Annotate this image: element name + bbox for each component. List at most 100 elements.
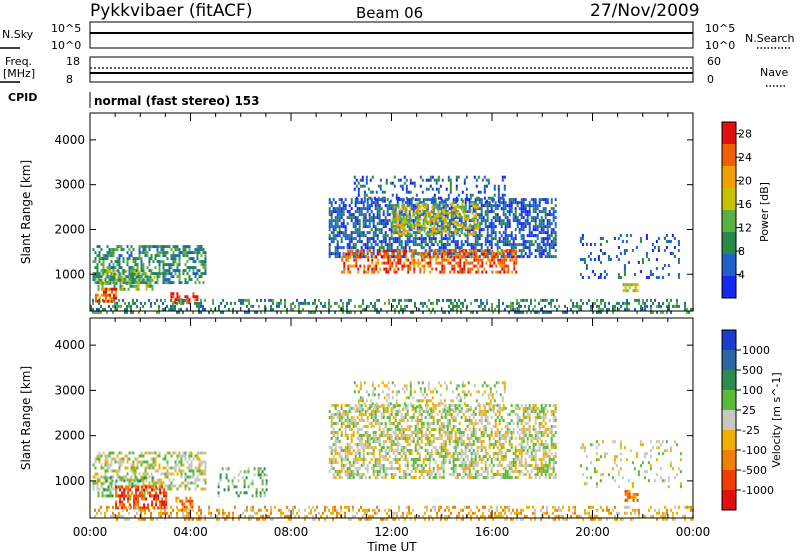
data-cell <box>622 283 625 287</box>
data-cell <box>134 257 137 261</box>
data-cell <box>97 278 100 282</box>
data-cell <box>421 202 424 206</box>
data-cell <box>352 216 355 220</box>
data-cell <box>442 310 444 314</box>
data-cell <box>133 497 136 501</box>
data-cell <box>501 178 504 182</box>
data-cell <box>364 213 367 217</box>
data-cell <box>387 270 390 274</box>
data-cell <box>125 476 128 480</box>
data-cell <box>176 301 178 305</box>
data-cell <box>174 469 177 473</box>
data-cell <box>514 310 516 314</box>
data-cell <box>540 219 543 223</box>
data-cell <box>467 270 470 274</box>
data-cell <box>187 499 190 503</box>
data-cell <box>127 287 130 291</box>
data-cell <box>202 307 204 311</box>
data-cell <box>534 216 537 220</box>
data-cell <box>617 276 620 279</box>
data-cell <box>506 255 509 259</box>
data-cell <box>100 310 102 314</box>
data-cell <box>117 278 120 282</box>
data-cell <box>544 225 547 229</box>
data-cell <box>370 216 373 220</box>
data-cell <box>194 466 197 470</box>
data-cell <box>502 237 505 241</box>
data-cell <box>452 234 455 238</box>
data-cell <box>670 310 672 314</box>
data-cell <box>528 207 531 211</box>
data-cell <box>312 301 314 305</box>
data-cell <box>514 201 517 205</box>
data-cell <box>483 175 486 179</box>
data-cell <box>352 231 355 235</box>
data-cell <box>130 463 133 467</box>
data-cell <box>662 517 664 521</box>
data-cell <box>461 226 464 230</box>
colorbar-swatch <box>722 166 736 188</box>
data-cell <box>502 301 504 305</box>
data-cell <box>370 437 373 440</box>
data-cell <box>437 178 440 182</box>
data-cell <box>498 511 500 515</box>
data-cell <box>496 216 499 220</box>
data-cell <box>464 210 467 214</box>
data-cell <box>137 497 140 501</box>
data-cell <box>452 505 454 509</box>
data-cell <box>168 478 171 482</box>
data-cell <box>486 240 489 244</box>
data-cell <box>417 264 420 268</box>
data-cell <box>121 494 124 498</box>
data-cell <box>489 264 492 268</box>
data-cell <box>346 470 349 473</box>
data-cell <box>306 301 308 305</box>
colorbar-tick-label: 4 <box>738 269 745 282</box>
data-cell <box>165 497 168 501</box>
data-cell <box>407 270 410 274</box>
data-cell <box>546 237 549 241</box>
data-cell <box>508 252 511 256</box>
data-cell <box>142 478 145 482</box>
data-cell <box>352 416 355 419</box>
data-cell <box>174 301 177 305</box>
data-cell <box>598 304 600 308</box>
data-cell <box>372 304 374 308</box>
data-cell <box>154 469 157 473</box>
data-cell <box>196 301 198 305</box>
data-cell <box>374 207 377 211</box>
data-cell <box>174 298 177 302</box>
data-cell <box>504 216 507 220</box>
data-cell <box>132 266 135 270</box>
data-cell <box>644 307 646 311</box>
data-cell <box>612 307 614 311</box>
data-cell <box>149 281 152 285</box>
data-cell <box>342 210 345 214</box>
data-cell <box>200 298 202 302</box>
data-cell <box>425 226 428 230</box>
data-cell <box>518 511 520 515</box>
data-cell <box>348 467 351 470</box>
data-cell <box>536 249 539 253</box>
data-cell <box>443 217 446 221</box>
data-cell <box>94 310 96 314</box>
data-cell <box>456 301 458 305</box>
data-cell <box>355 255 358 259</box>
data-cell <box>92 260 95 264</box>
data-cell <box>343 267 346 271</box>
data-cell <box>192 272 195 276</box>
data-cell <box>458 304 460 308</box>
data-cell <box>656 310 658 314</box>
data-cell <box>189 502 192 506</box>
data-cell <box>494 219 497 223</box>
data-cell <box>506 514 508 518</box>
data-cell <box>123 287 126 291</box>
data-cell <box>492 204 495 208</box>
data-cell <box>361 175 364 179</box>
data-cell <box>463 261 466 265</box>
data-cell <box>164 278 167 282</box>
data-cell <box>184 514 186 518</box>
data-cell <box>106 460 109 464</box>
data-cell <box>146 466 149 470</box>
y-tick-label: 2000 <box>54 222 85 236</box>
